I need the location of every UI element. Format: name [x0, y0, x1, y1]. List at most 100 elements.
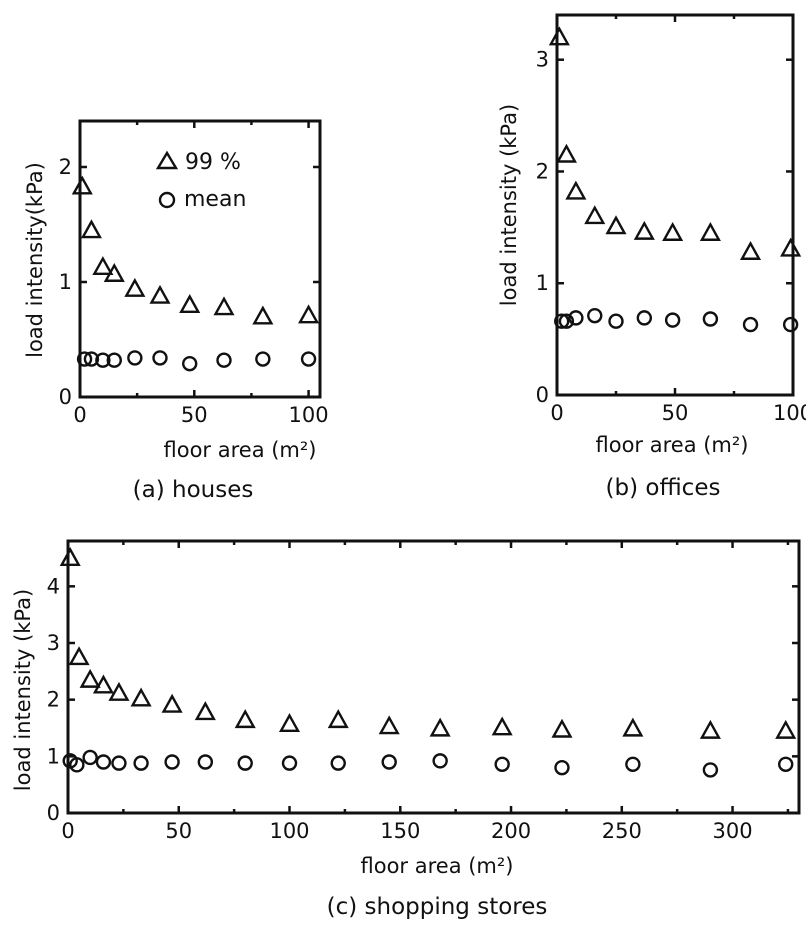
y-tick-label-shopping-stores: 2 — [47, 688, 60, 712]
point-99-percent-shopping-stores — [775, 719, 797, 739]
panel-shopping-stores: load intensity (kPa) floor area (m²) (c)… — [11, 539, 801, 920]
point-99-percent-shopping-stores — [79, 668, 101, 688]
x-tick-label-shopping-stores: 200 — [491, 819, 531, 843]
point-99-percent-shopping-stores — [622, 717, 644, 737]
y-tick-label-houses: 0 — [59, 385, 72, 409]
plot-frame-offices — [555, 13, 795, 397]
legend-marker-mean — [158, 191, 176, 209]
point-mean-shopping-stores — [95, 754, 112, 770]
x-tick-label-shopping-stores: 150 — [380, 819, 420, 843]
point-99-percent-shopping-stores — [161, 693, 183, 713]
point-mean-houses — [127, 350, 143, 366]
x-tick-label-shopping-stores: 300 — [712, 819, 752, 843]
point-99-percent-shopping-stores — [234, 709, 256, 729]
point-99-percent-offices — [699, 221, 721, 241]
point-mean-offices — [702, 311, 719, 327]
point-mean-shopping-stores — [281, 755, 298, 771]
point-mean-houses — [95, 352, 111, 368]
point-99-percent-houses — [124, 277, 146, 297]
point-99-percent-houses — [213, 296, 235, 316]
y-tick-label-shopping-stores: 1 — [47, 744, 60, 768]
point-mean-offices — [554, 313, 570, 329]
point-99-percent-offices — [633, 220, 655, 240]
y-tick-label-shopping-stores: 3 — [47, 631, 60, 655]
y-tick-label-houses: 1 — [59, 270, 72, 294]
point-99-percent-shopping-stores — [378, 715, 400, 735]
point-mean-shopping-stores — [164, 754, 180, 770]
point-99-percent-offices — [605, 215, 627, 235]
point-mean-houses — [255, 351, 271, 367]
point-99-percent-shopping-stores — [699, 719, 721, 739]
point-99-percent-houses — [252, 305, 274, 325]
point-99-percent-offices — [662, 221, 684, 241]
point-mean-shopping-stores — [702, 762, 719, 778]
legend-label-99: 99 % — [185, 150, 241, 175]
point-99-percent-shopping-stores — [278, 713, 301, 733]
point-99-percent-shopping-stores — [327, 709, 349, 729]
point-99-percent-houses — [71, 175, 93, 195]
x-tick-label-shopping-stores: 0 — [61, 819, 74, 843]
point-mean-shopping-stores — [133, 755, 149, 771]
x-tick-label-offices: 0 — [550, 401, 563, 425]
point-mean-houses — [83, 351, 100, 367]
point-mean-houses — [182, 355, 198, 372]
point-mean-offices — [608, 313, 624, 329]
point-99-percent-houses — [103, 262, 125, 282]
point-mean-offices — [782, 316, 799, 333]
x-tick-label-houses: 100 — [289, 403, 329, 427]
x-tick-label-offices: 100 — [773, 401, 806, 425]
legend-marker-99 — [155, 150, 179, 170]
point-mean-shopping-stores — [554, 759, 570, 776]
y-tick-label-shopping-stores: 0 — [47, 801, 60, 825]
point-99-percent-offices — [555, 143, 577, 163]
point-mean-shopping-stores — [381, 754, 397, 770]
y-tick-label-offices: 2 — [536, 159, 549, 183]
y-tick-label-offices: 3 — [536, 48, 549, 72]
marks-offices: 0 50 100 0 1 2 3 — [536, 15, 806, 425]
y-axis-label-shopping-stores: load intensity (kPa) — [11, 589, 35, 791]
point-99-percent-shopping-stores — [194, 701, 216, 721]
point-mean-houses — [76, 351, 93, 367]
caption-houses: (a) houses — [133, 477, 254, 503]
point-mean-shopping-stores — [625, 756, 641, 772]
point-mean-offices — [558, 313, 575, 329]
point-99-percent-shopping-stores — [68, 646, 90, 666]
y-axis-label-houses: load intensity(kPa) — [23, 162, 47, 358]
point-mean-shopping-stores — [237, 755, 253, 771]
caption-shopping-stores: (c) shopping stores — [327, 894, 548, 920]
y-tick-label-shopping-stores: 4 — [47, 574, 60, 598]
point-mean-offices — [742, 316, 759, 333]
point-mean-houses — [216, 352, 232, 368]
x-tick-label-shopping-stores: 100 — [269, 819, 309, 843]
point-99-percent-houses — [179, 294, 201, 313]
x-axis-label-offices: floor area (m²) — [596, 433, 749, 457]
point-99-percent-offices — [780, 237, 802, 257]
x-axis-label-houses: floor area (m²) — [164, 438, 317, 462]
x-tick-label-houses: 50 — [181, 403, 208, 427]
x-tick-label-shopping-stores: 50 — [165, 819, 192, 843]
point-mean-offices — [636, 310, 653, 326]
plot-frame-shopping-stores — [66, 539, 801, 815]
marks-shopping-stores: 0 50 100 150 200 250 300 0 1 2 3 4 — [47, 541, 799, 843]
caption-offices: (b) offices — [606, 475, 721, 501]
x-tick-label-offices: 50 — [662, 401, 689, 425]
marks-houses: 0 50 100 0 1 2 — [59, 121, 329, 427]
y-axis-label-offices: load intensity (kPa) — [497, 104, 521, 306]
point-mean-shopping-stores — [197, 754, 214, 770]
point-mean-offices — [664, 312, 681, 328]
x-tick-label-shopping-stores: 250 — [602, 819, 642, 843]
point-mean-shopping-stores — [330, 755, 346, 771]
point-99-percent-houses — [80, 219, 102, 239]
point-mean-shopping-stores — [69, 757, 85, 773]
panel-offices: load intensity (kPa) floor area (m²) (b)… — [497, 13, 806, 501]
point-99-percent-shopping-stores — [59, 547, 81, 566]
y-tick-label-houses: 2 — [59, 155, 72, 179]
point-99-percent-shopping-stores — [429, 717, 451, 737]
point-mean-shopping-stores — [111, 755, 127, 771]
point-99-percent-shopping-stores — [130, 687, 152, 707]
point-99-percent-shopping-stores — [491, 716, 513, 736]
point-99-percent-houses — [149, 284, 171, 304]
point-mean-offices — [568, 310, 584, 326]
panel-houses: load intensity(kPa) floor area (m²) (a) … — [23, 119, 329, 503]
